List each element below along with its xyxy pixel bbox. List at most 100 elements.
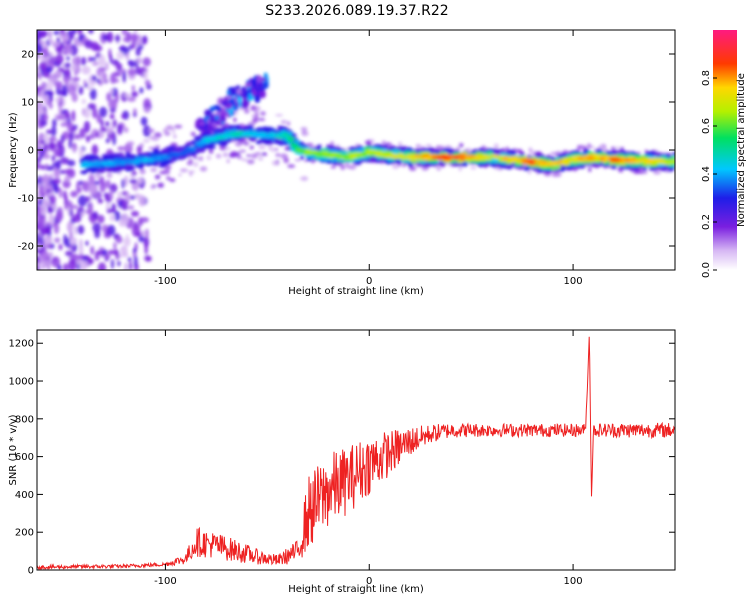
heatmap-ridge-blob (613, 150, 623, 155)
heatmap-branch-blob (221, 116, 227, 123)
heatmap-noise-blob (49, 194, 56, 205)
heatmap-halo-blob (156, 145, 160, 149)
heatmap-halo-blob (588, 167, 592, 173)
heatmap-ridge-blob (105, 168, 114, 173)
heatmap-ridge-blob (157, 151, 164, 156)
heatmap-noise-blob (99, 127, 109, 133)
heatmap-halo-blob (261, 152, 268, 157)
heatmap-noise-blob (139, 87, 144, 94)
heatmap-ridge-blob (259, 133, 268, 137)
heatmap-noise-blob (69, 230, 73, 240)
heatmap-noise-blob (81, 56, 87, 66)
heatmap-halo-blob (644, 149, 648, 153)
heatmap-ridge-blob (262, 140, 271, 145)
heatmap-noise-blob (92, 211, 99, 220)
heatmap-branch-blob (243, 99, 250, 106)
heatmap-ridge-blob (114, 160, 123, 164)
heatmap-ridge-blob (325, 153, 330, 157)
heatmap-halo-blob (280, 153, 288, 159)
y-tick-label: 1000 (9, 377, 34, 388)
heatmap-noise-blob (37, 156, 41, 162)
heatmap-noise-blob (102, 72, 107, 81)
heatmap-halo-blob (173, 134, 177, 139)
heatmap-noise-blob (96, 114, 102, 124)
heatmap-ridge-blob (565, 159, 572, 162)
heatmap-noise-blob (142, 57, 151, 67)
heatmap-ridge-blob (369, 152, 376, 156)
heatmap-ridge-blob (80, 170, 88, 175)
heatmap-noise-blob (123, 237, 131, 247)
heatmap-noise-blob (81, 65, 91, 75)
heatmap-halo-blob (148, 135, 157, 140)
heatmap-halo-blob (251, 153, 258, 159)
heatmap-halo-blob (208, 149, 214, 154)
heatmap-halo-blob (458, 166, 463, 172)
heatmap-noise-blob (106, 92, 112, 102)
heatmap-ridge-blob (542, 162, 553, 166)
heatmap-branch-blob (235, 101, 240, 108)
heatmap-branch-blob (246, 82, 252, 88)
heatmap-ridge-blob (599, 157, 604, 161)
heatmap-ridge-blob (525, 158, 534, 162)
heatmap-branch-blob (222, 100, 229, 107)
heatmap-ridge-blob (193, 144, 199, 148)
heatmap-noise-blob (143, 70, 148, 81)
heatmap-branch-blob (209, 113, 215, 117)
heatmap-halo-blob (653, 170, 661, 175)
heatmap-ridge-blob (513, 157, 519, 161)
heatmap-halo-blob (154, 132, 162, 138)
heatmap-noise-blob (37, 209, 42, 217)
heatmap-noise-blob (67, 259, 77, 270)
heatmap-ridge-blob (452, 155, 460, 159)
heatmap-noise-blob (37, 232, 40, 244)
heatmap-ridge-blob (618, 160, 628, 164)
heatmap-halo-blob (260, 111, 266, 116)
heatmap-noise-blob (122, 71, 127, 83)
heatmap-noise-blob (54, 183, 59, 195)
heatmap-ridge-blob (256, 127, 264, 132)
heatmap-noise-blob (140, 116, 148, 126)
heatmap-ridge-blob (497, 149, 506, 154)
heatmap-noise-blob (80, 211, 85, 218)
heatmap-ridge-blob (491, 158, 499, 163)
heatmap-ridge-blob (206, 145, 216, 150)
heatmap-ridge-blob (605, 150, 612, 155)
heatmap-noise-blob (51, 256, 61, 268)
heatmap-halo-blob (162, 129, 167, 133)
heatmap-noise-blob (114, 210, 121, 222)
heatmap-noise-blob (48, 30, 52, 40)
heatmap-halo-blob (258, 144, 266, 150)
heatmap-noise-blob (42, 114, 49, 121)
heatmap-ridge-blob (576, 157, 584, 160)
heatmap-noise-blob (88, 56, 92, 63)
heatmap-halo-blob (166, 124, 174, 131)
heatmap-noise-blob (115, 34, 121, 43)
heatmap-noise-blob (65, 49, 73, 55)
heatmap-noise-blob (58, 243, 63, 251)
heatmap-noise-blob (78, 146, 84, 159)
heatmap-noise-blob (44, 200, 48, 208)
heatmap-halo-blob (554, 172, 562, 177)
heatmap-ridge-blob (515, 159, 524, 163)
heatmap-halo-blob (287, 121, 291, 127)
heatmap-halo-blob (310, 161, 315, 164)
heatmap-halo-blob (172, 129, 176, 135)
y-tick-label: 1200 (9, 339, 34, 350)
heatmap-noise-blob (96, 250, 104, 255)
heatmap-halo-blob (150, 184, 155, 190)
heatmap-noise-blob (91, 144, 99, 155)
heatmap-ridge-blob (352, 152, 362, 156)
heatmap-noise-blob (131, 91, 139, 98)
heatmap-halo-blob (634, 170, 640, 175)
heatmap-halo-blob (458, 143, 464, 148)
heatmap-halo-blob (528, 147, 533, 153)
colorbar-tick-label: 0.6 (701, 118, 712, 134)
heatmap-noise-blob (130, 33, 138, 42)
heatmap-ridge-blob (309, 155, 316, 160)
heatmap-ridge-blob (473, 159, 482, 164)
heatmap-halo-blob (254, 112, 259, 118)
heatmap-noise-blob (83, 79, 87, 86)
heatmap-noise-blob (136, 177, 143, 185)
heatmap-halo-blob (186, 161, 194, 166)
